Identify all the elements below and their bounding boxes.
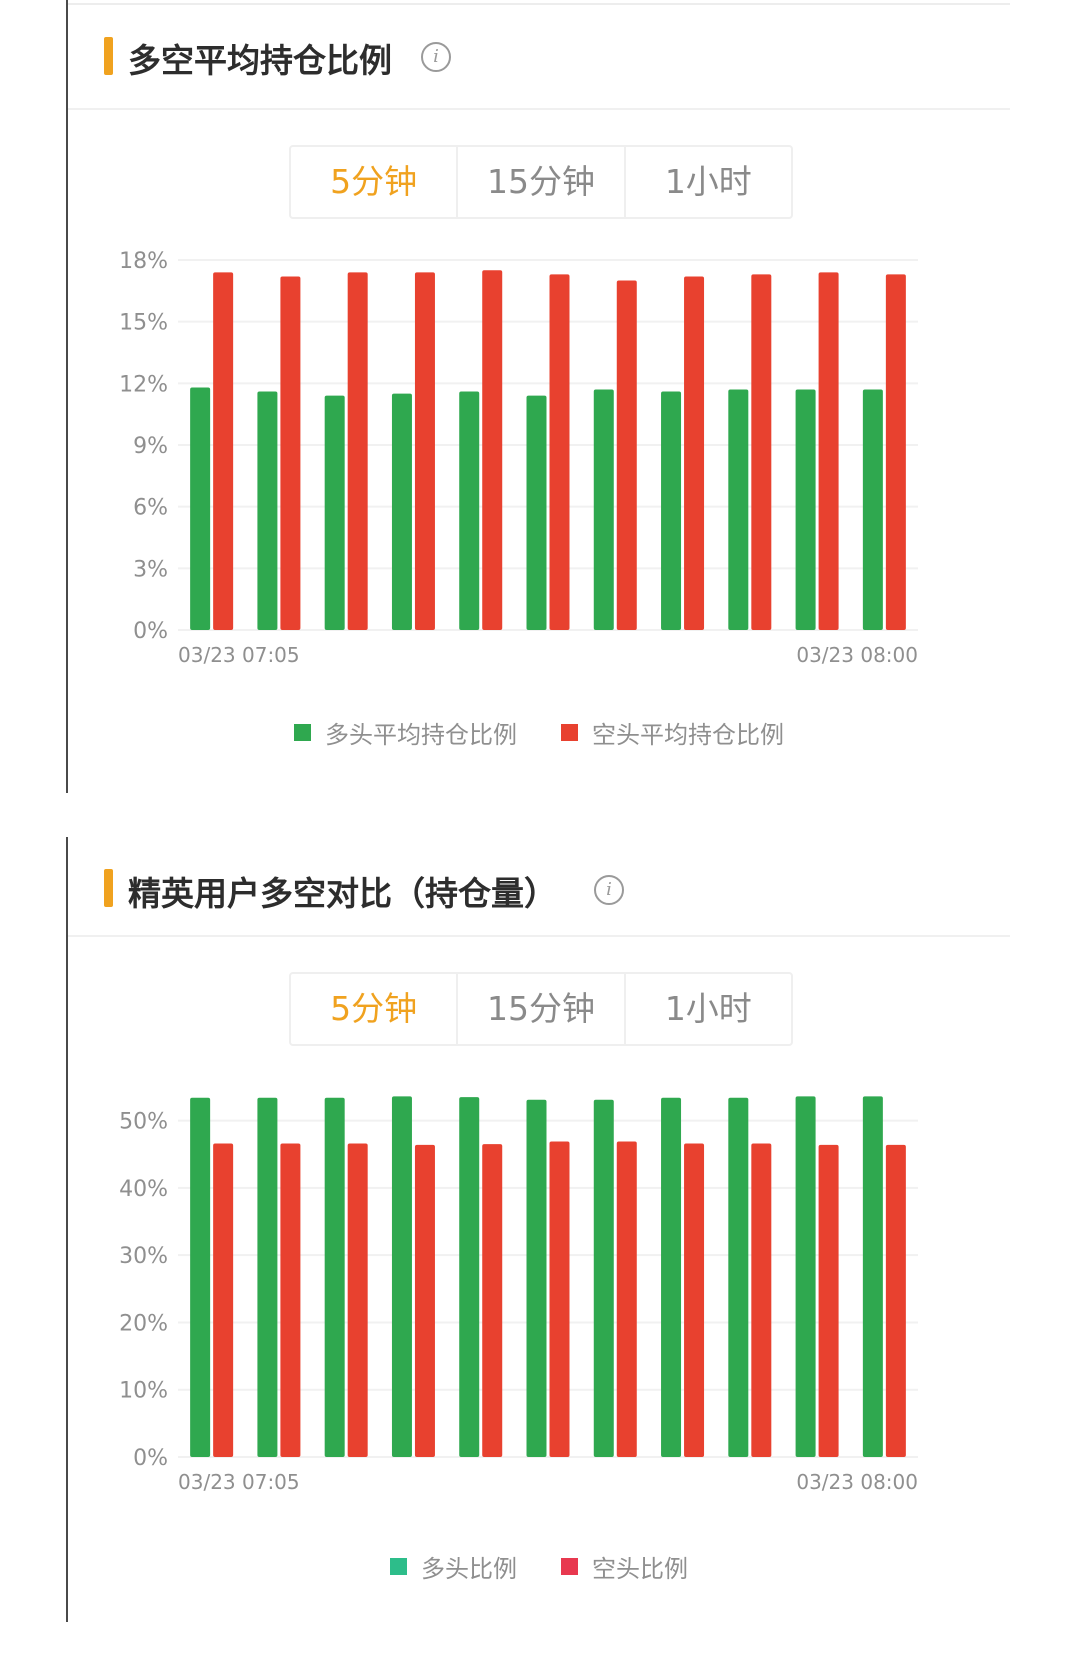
y-tick-label: 9% — [133, 434, 168, 459]
bar-short — [347, 272, 368, 630]
bar-short — [549, 1141, 570, 1457]
bar-long — [324, 1097, 345, 1457]
bar-short — [616, 1141, 637, 1457]
y-tick-label: 12% — [119, 372, 168, 397]
legend-swatch-long — [390, 1558, 407, 1575]
bar-long — [190, 1097, 211, 1457]
tab-1h[interactable]: 1小时 — [664, 989, 752, 1028]
bar-short — [213, 1143, 234, 1457]
bar-long — [661, 391, 682, 630]
bar-long — [391, 1096, 412, 1457]
bar-short — [549, 274, 570, 630]
bar-short — [347, 1143, 368, 1457]
bar-short — [818, 1144, 839, 1457]
bar-short — [751, 274, 772, 630]
bar-long — [862, 389, 883, 630]
bar-long — [795, 1096, 816, 1457]
tab-1h[interactable]: 1小时 — [664, 162, 752, 201]
y-tick-label: 0% — [133, 1446, 168, 1471]
y-tick-label: 20% — [119, 1311, 168, 1336]
bar-short — [684, 1143, 705, 1457]
panel-header: 精英用户多空对比（持仓量） i — [68, 837, 1010, 937]
tab-15min[interactable]: 15分钟 — [458, 147, 626, 217]
bar-short — [885, 1144, 906, 1457]
info-icon[interactable]: i — [421, 42, 451, 72]
tab-5min[interactable]: 5分钟 — [291, 974, 459, 1044]
x-tick-label-last: 03/23 08:00 — [796, 643, 918, 667]
legend-label: 空头比例 — [592, 1555, 688, 1583]
y-tick-label: 0% — [133, 619, 168, 644]
bar-chart: 0% 10% 20% 30% 40% 50% 03/23 07:05 03/23 08:00 — [119, 1096, 918, 1494]
y-tick-label: 3% — [133, 557, 168, 582]
panel-elite-long-short: 精英用户多空对比（持仓量） i 5分钟 15分钟 1小时 0% 10% 20% 30%… — [66, 837, 1010, 1622]
panel-header: 多空平均持仓比例 i — [68, 0, 1010, 110]
legend-label: 空头平均持仓比例 — [592, 721, 784, 749]
chart-legend: 多头比例 空头比例 — [68, 1549, 1010, 1584]
bar-long — [526, 395, 547, 630]
divider — [68, 3, 1010, 5]
panel-title: 多空平均持仓比例 — [128, 41, 392, 80]
bar-long — [257, 391, 278, 630]
bar-long — [795, 389, 816, 630]
bar-long — [593, 389, 614, 630]
bar-short — [280, 276, 301, 630]
title-accent-bar — [104, 869, 113, 907]
legend-swatch-short — [561, 1558, 578, 1575]
y-tick-label: 30% — [119, 1244, 168, 1269]
bar-short — [616, 280, 637, 630]
legend-item-long[interactable]: 多头平均持仓比例 — [294, 715, 517, 750]
bar-long — [324, 395, 345, 630]
bar-short — [885, 274, 906, 630]
bar-long — [661, 1097, 682, 1457]
bar-long — [459, 391, 480, 630]
bar-short — [213, 272, 234, 630]
bar-long — [862, 1096, 883, 1457]
y-tick-label: 40% — [119, 1177, 168, 1202]
bar-short — [684, 276, 705, 630]
x-tick-label-first: 03/23 07:05 — [178, 643, 300, 667]
bar-long — [728, 389, 749, 630]
tab-15min[interactable]: 15分钟 — [458, 974, 626, 1044]
bar-long — [257, 1097, 278, 1457]
legend-item-short[interactable]: 空头平均持仓比例 — [561, 715, 784, 750]
legend-item-long[interactable]: 多头比例 — [390, 1549, 517, 1584]
legend-item-short[interactable]: 空头比例 — [561, 1549, 688, 1584]
y-tick-label: 50% — [119, 1110, 168, 1135]
bar-short — [751, 1143, 772, 1457]
legend-swatch-short — [561, 724, 578, 741]
bar-long — [190, 387, 211, 630]
bar-chart: 0% 3% 6% 9% 12% 15% 18% 03/23 07:05 03/23 08:00 — [119, 249, 918, 667]
y-tick-label: 18% — [119, 249, 168, 274]
bar-long — [728, 1097, 749, 1457]
interval-tabs: 5分钟 15分钟 1小时 — [289, 972, 793, 1046]
y-tick-label: 15% — [119, 311, 168, 336]
legend-label: 多头比例 — [421, 1555, 517, 1583]
bar-short — [280, 1143, 301, 1457]
bar-long — [593, 1099, 614, 1457]
panel-avg-position-ratio: 多空平均持仓比例 i 5分钟 15分钟 1小时 0% 3% 6% 9% 12% 15% 18… — [66, 0, 1010, 793]
bar-short — [414, 1144, 435, 1457]
legend-swatch-long — [294, 724, 311, 741]
tab-5min[interactable]: 5分钟 — [291, 147, 459, 217]
bar-long — [391, 393, 412, 630]
bar-short — [818, 272, 839, 630]
info-icon[interactable]: i — [594, 875, 624, 905]
y-tick-label: 6% — [133, 496, 168, 521]
panel-title: 精英用户多空对比（持仓量） — [128, 874, 557, 913]
interval-tabs: 5分钟 15分钟 1小时 — [289, 145, 793, 219]
bar-long — [526, 1099, 547, 1457]
legend-label: 多头平均持仓比例 — [325, 721, 517, 749]
chart-legend: 多头平均持仓比例 空头平均持仓比例 — [68, 715, 1010, 750]
y-tick-label: 10% — [119, 1379, 168, 1404]
x-tick-label-first: 03/23 07:05 — [178, 1470, 300, 1494]
x-tick-label-last: 03/23 08:00 — [796, 1470, 918, 1494]
bar-short — [482, 1144, 503, 1457]
bar-short — [414, 272, 435, 630]
bar-long — [459, 1097, 480, 1457]
bar-short — [482, 270, 503, 630]
title-accent-bar — [104, 37, 113, 75]
